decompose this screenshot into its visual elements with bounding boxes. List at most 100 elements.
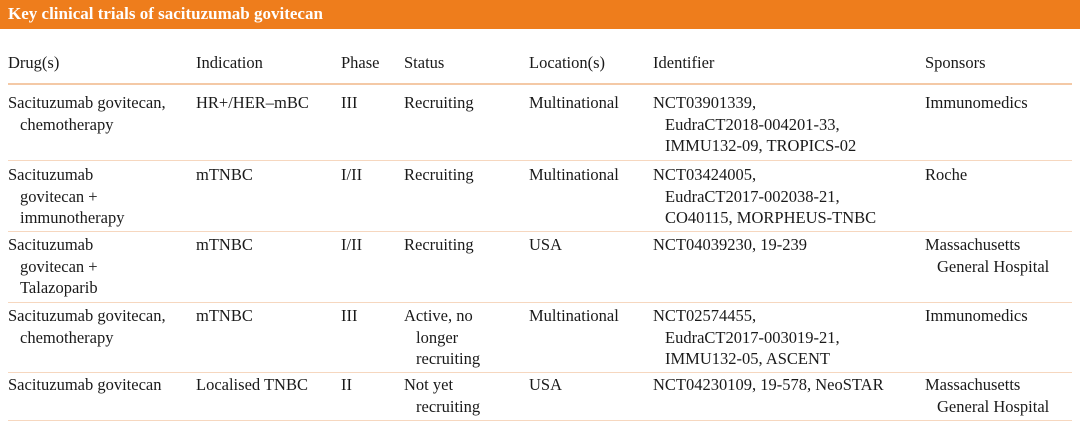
cell-indication: HR+/HER–mBC bbox=[196, 92, 309, 114]
cell-line: Multinational bbox=[529, 93, 619, 112]
cell-sponsors: Immunomedics bbox=[925, 92, 1028, 114]
cell-line: NCT03424005, bbox=[653, 165, 757, 184]
cell-line: recruiting bbox=[416, 396, 481, 416]
cell-location: Multinational bbox=[529, 164, 619, 186]
cell-line: Immunomedics bbox=[925, 306, 1028, 325]
cell-line: govitecan + bbox=[20, 256, 98, 276]
cell-line: Recruiting bbox=[404, 165, 474, 184]
cell-line: HR+/HER–mBC bbox=[196, 93, 309, 112]
cell-sponsors: Massachusetts General Hospital bbox=[925, 374, 1049, 417]
cell-indication: mTNBC bbox=[196, 234, 253, 256]
cell-line: immunotherapy bbox=[20, 208, 125, 227]
cell-line: III bbox=[341, 306, 358, 325]
column-header-indication: Indication bbox=[196, 53, 263, 72]
cell-phase: I/II bbox=[341, 234, 362, 256]
cell-line: Multinational bbox=[529, 165, 619, 184]
cell-drugs: Sacituzumab govitecan + Talazoparib bbox=[8, 234, 98, 299]
cell-line: Sacituzumab govitecan, bbox=[8, 93, 166, 112]
cell-line: NCT02574455, bbox=[653, 306, 757, 325]
column-header-location: Location(s) bbox=[529, 53, 606, 72]
cell-status: Recruiting bbox=[404, 234, 474, 256]
cell-line: Immunomedics bbox=[925, 93, 1028, 112]
row-divider bbox=[8, 160, 1072, 161]
cell-status: Recruiting bbox=[404, 164, 474, 186]
column-header-status: Status bbox=[404, 53, 445, 72]
cell-location: USA bbox=[529, 234, 562, 256]
cell-line: Recruiting bbox=[404, 93, 474, 112]
cell-line: Talazoparib bbox=[20, 278, 98, 297]
cell-line: I/II bbox=[341, 235, 363, 254]
cell-line: CO40115, MORPHEUS-TNBC bbox=[665, 208, 877, 227]
cell-line: mTNBC bbox=[196, 235, 253, 254]
cell-location: USA bbox=[529, 374, 562, 396]
cell-sponsors: Massachusetts General Hospital bbox=[925, 234, 1049, 277]
cell-line: Massachusetts bbox=[925, 235, 1021, 254]
cell-line: Multinational bbox=[529, 306, 619, 325]
cell-line: EudraCT2017-002038-21, bbox=[665, 186, 840, 206]
cell-line: Massachusetts bbox=[925, 375, 1021, 394]
cell-line: General Hospital bbox=[937, 396, 1050, 416]
row-divider bbox=[8, 372, 1072, 373]
cell-line: Roche bbox=[925, 165, 968, 184]
cell-line: Sacituzumab govitecan, bbox=[8, 306, 166, 325]
cell-sponsors: Roche bbox=[925, 164, 967, 186]
cell-line: NCT04230109, 19-578, NeoSTAR bbox=[653, 375, 884, 394]
cell-indication: mTNBC bbox=[196, 305, 253, 327]
cell-line: recruiting bbox=[416, 349, 481, 368]
column-header-sponsors: Sponsors bbox=[925, 53, 986, 72]
cell-line: NCT03901339, bbox=[653, 93, 757, 112]
cell-status: Active, no longer recruiting bbox=[404, 305, 480, 370]
row-divider bbox=[8, 420, 1072, 421]
cell-status: Not yet recruiting bbox=[404, 374, 480, 417]
cell-indication: mTNBC bbox=[196, 164, 253, 186]
header-divider bbox=[8, 83, 1072, 85]
row-divider bbox=[8, 231, 1072, 232]
cell-line: Recruiting bbox=[404, 235, 474, 254]
cell-line: General Hospital bbox=[937, 256, 1050, 276]
cell-line: mTNBC bbox=[196, 165, 253, 184]
cell-line: Sacituzumab govitecan bbox=[8, 375, 162, 394]
table-title: Key clinical trials of sacituzumab govit… bbox=[8, 4, 323, 23]
column-header-drugs: Drug(s) bbox=[8, 53, 60, 72]
cell-status: Recruiting bbox=[404, 92, 474, 114]
table-title-bar: Key clinical trials of sacituzumab govit… bbox=[0, 0, 1080, 29]
cell-line: chemotherapy bbox=[20, 114, 114, 134]
cell-identifier: NCT04039230, 19-239 bbox=[653, 234, 807, 256]
cell-identifier: NCT03424005, EudraCT2017-002038-21, CO4011… bbox=[653, 164, 876, 229]
cell-drugs: Sacituzumab govitecan, chemotherapy bbox=[8, 92, 166, 135]
cell-line: govitecan + bbox=[20, 186, 98, 206]
cell-location: Multinational bbox=[529, 92, 619, 114]
column-header-phase: Phase bbox=[341, 53, 380, 72]
cell-drugs: Sacituzumab govitecan + immunotherapy bbox=[8, 164, 124, 229]
column-header-identifier: Identifier bbox=[653, 53, 715, 72]
cell-identifier: NCT04230109, 19-578, NeoSTAR bbox=[653, 374, 884, 396]
cell-line: USA bbox=[529, 375, 563, 394]
cell-drugs: Sacituzumab govitecan bbox=[8, 374, 162, 396]
cell-drugs: Sacituzumab govitecan, chemotherapy bbox=[8, 305, 166, 348]
cell-phase: III bbox=[341, 305, 357, 327]
cell-identifier: NCT02574455, EudraCT2017-003019-21, IMMU13… bbox=[653, 305, 840, 370]
cell-line: EudraCT2017-003019-21, bbox=[665, 327, 840, 347]
cell-phase: II bbox=[341, 374, 352, 396]
cell-sponsors: Immunomedics bbox=[925, 305, 1028, 327]
cell-line: longer bbox=[416, 327, 459, 347]
cell-line: IMMU132-05, ASCENT bbox=[665, 349, 831, 368]
cell-line: Sacituzumab bbox=[8, 235, 94, 254]
cell-line: Active, no bbox=[404, 306, 473, 325]
cell-line: IMMU132-09, TROPICS-02 bbox=[665, 136, 857, 155]
cell-line: Localised TNBC bbox=[196, 375, 308, 394]
cell-line: Not yet bbox=[404, 375, 454, 394]
cell-identifier: NCT03901339, EudraCT2018-004201-33, IMMU13… bbox=[653, 92, 856, 157]
cell-line: mTNBC bbox=[196, 306, 253, 325]
cell-location: Multinational bbox=[529, 305, 619, 327]
cell-line: EudraCT2018-004201-33, bbox=[665, 114, 840, 134]
cell-line: NCT04039230, 19-239 bbox=[653, 235, 807, 254]
cell-phase: I/II bbox=[341, 164, 362, 186]
cell-line: chemotherapy bbox=[20, 327, 114, 347]
row-divider bbox=[8, 302, 1072, 303]
cell-line: I/II bbox=[341, 165, 363, 184]
cell-indication: Localised TNBC bbox=[196, 374, 308, 396]
cell-line: Sacituzumab bbox=[8, 165, 94, 184]
cell-phase: III bbox=[341, 92, 357, 114]
cell-line: USA bbox=[529, 235, 563, 254]
